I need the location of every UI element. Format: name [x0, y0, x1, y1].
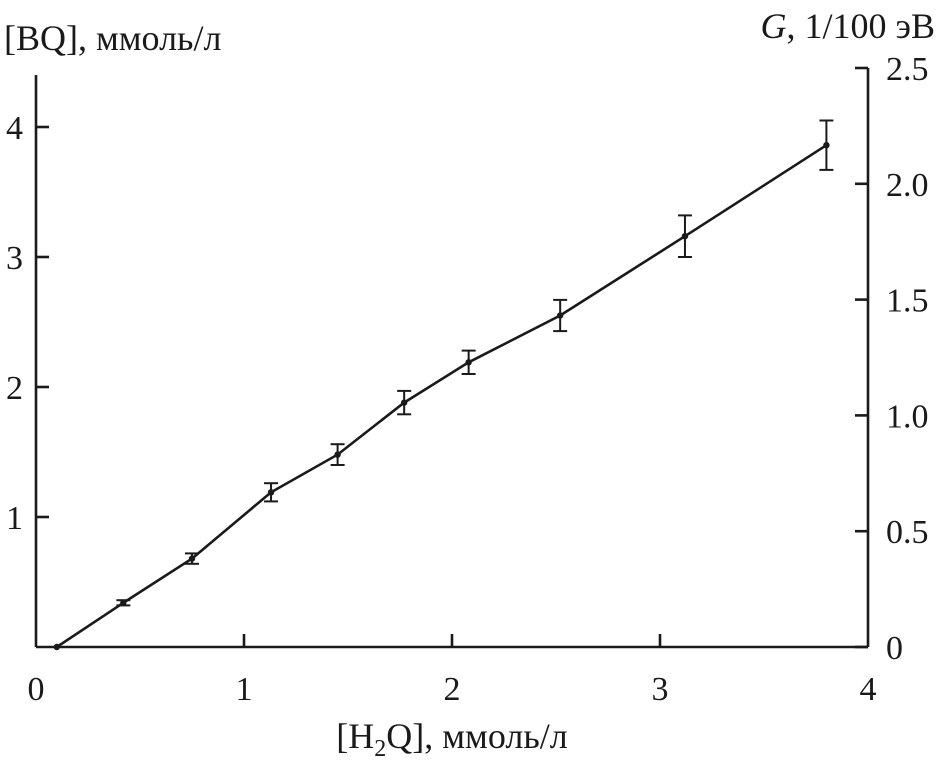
data-point — [465, 359, 472, 366]
x-title-part: [H — [336, 716, 374, 756]
y-right-tick-label: 0 — [886, 630, 903, 667]
y-right-tick-label: 1.5 — [886, 283, 929, 320]
x-title-subscript: 2 — [374, 736, 386, 762]
y-left-tick-label: 1 — [6, 500, 23, 537]
x-tick-label: 2 — [444, 671, 461, 708]
x-title-part: Q], ммоль/л — [386, 716, 567, 756]
y-right-tick-label: 0.5 — [886, 514, 929, 551]
data-point — [120, 599, 127, 606]
y-left-tick-label: 2 — [6, 370, 23, 407]
data-point — [681, 233, 689, 240]
data-point — [188, 555, 196, 562]
series-line — [56, 144, 828, 649]
y-left-axis-title: [BQ], ммоль/л — [4, 18, 221, 58]
y-right-tick-label: 1.0 — [886, 398, 929, 435]
y-right-tick-label: 2.5 — [886, 51, 929, 88]
data-point — [400, 399, 408, 406]
series-group — [53, 142, 830, 651]
y-left-tick-label: 4 — [6, 110, 23, 147]
data-point — [53, 643, 60, 651]
data-point — [823, 142, 830, 149]
x-tick-label: 0 — [28, 671, 45, 708]
x-tick-label: 3 — [652, 671, 669, 708]
data-point — [334, 451, 341, 458]
x-tick-label: 1 — [236, 671, 253, 708]
y-right-title-unit: , 1/100 эВ — [787, 6, 935, 46]
y-right-tick-label: 2.0 — [886, 167, 929, 204]
x-tick-label: 4 — [860, 671, 877, 708]
axis-titles: [BQ], ммоль/л G, 1/100 эВ[H2Q], ммоль/л — [4, 6, 935, 762]
axes — [34, 68, 870, 649]
y-right-title-symbol: G — [761, 6, 787, 46]
y-right-axis-title: G, 1/100 эВ — [761, 6, 935, 46]
x-axis-title: [H2Q], ммоль/л — [336, 716, 567, 762]
data-point — [556, 312, 564, 319]
data-point — [267, 489, 275, 496]
y-left-tick-label: 3 — [6, 240, 23, 277]
